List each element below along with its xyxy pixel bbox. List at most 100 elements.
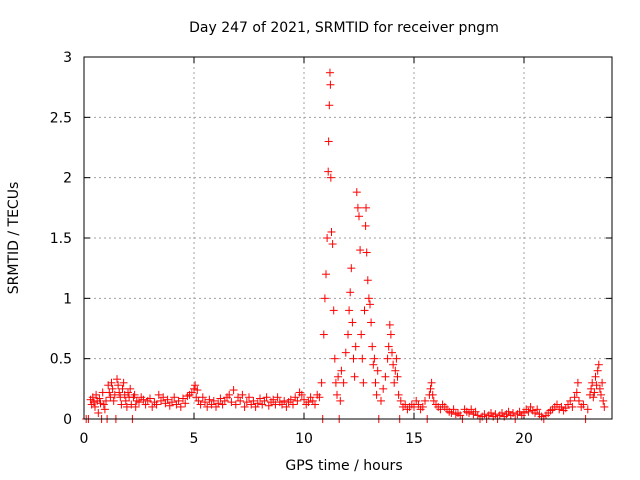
data-point xyxy=(364,294,373,303)
data-point xyxy=(572,388,581,397)
data-point xyxy=(339,378,348,387)
data-point xyxy=(139,395,148,404)
data-point xyxy=(350,372,359,381)
data-point xyxy=(229,386,238,395)
data-point xyxy=(366,300,374,309)
data-point xyxy=(205,395,214,404)
data-point xyxy=(319,330,328,339)
data-point xyxy=(370,354,379,363)
data-point xyxy=(394,390,403,399)
data-point xyxy=(345,306,354,315)
data-point xyxy=(116,393,125,402)
data-point xyxy=(368,342,377,351)
data-point xyxy=(238,390,247,399)
data-point xyxy=(300,395,308,404)
data-point xyxy=(100,405,109,414)
data-point xyxy=(591,372,600,381)
data-point xyxy=(583,405,592,414)
data-point xyxy=(242,398,251,407)
data-point xyxy=(322,270,330,279)
data-point xyxy=(214,399,223,408)
data-point xyxy=(352,188,361,197)
data-point xyxy=(465,408,473,417)
data-point xyxy=(360,306,369,315)
data-point xyxy=(196,400,205,409)
data-point xyxy=(315,393,324,402)
data-point xyxy=(553,400,561,409)
data-point xyxy=(391,366,400,375)
data-point xyxy=(273,393,282,402)
data-point xyxy=(592,381,601,390)
data-point xyxy=(152,400,161,409)
data-point xyxy=(357,330,366,339)
data-point xyxy=(317,378,326,387)
axis-ticks: 0 5 10 15 20 0 0.5 1 1.5 2 2.5 3 xyxy=(50,50,612,447)
data-point xyxy=(428,390,437,399)
plot-frame xyxy=(83,56,613,420)
data-point xyxy=(114,381,123,390)
data-point xyxy=(362,248,371,257)
data-point xyxy=(348,318,357,327)
data-point xyxy=(176,402,185,411)
data-point xyxy=(324,167,333,176)
data-point xyxy=(326,173,335,182)
chart-title: Day 247 of 2021, SRMTID for receiver png… xyxy=(189,20,499,36)
data-point xyxy=(351,342,360,351)
data-point xyxy=(337,366,346,375)
x-tick-label: 10 xyxy=(295,431,313,447)
data-point xyxy=(429,396,438,405)
data-point xyxy=(94,408,103,417)
data-point xyxy=(524,407,533,416)
data-point xyxy=(304,398,313,407)
data-point xyxy=(190,384,198,393)
y-tick-label: 2 xyxy=(63,171,72,187)
data-point xyxy=(594,360,603,369)
y-tick-label: 3 xyxy=(63,50,72,66)
y-tick-label: 1.5 xyxy=(50,231,72,247)
x-tick-label: 0 xyxy=(80,431,89,447)
data-point xyxy=(336,396,345,405)
data-point xyxy=(91,402,99,411)
data-point xyxy=(108,384,117,393)
data-point xyxy=(579,400,588,409)
y-tick-label: 0 xyxy=(63,412,72,428)
data-point xyxy=(269,395,278,404)
x-tick-label: 20 xyxy=(515,431,533,447)
data-point xyxy=(105,388,114,397)
data-point xyxy=(154,390,163,399)
y-tick-label: 0.5 xyxy=(50,352,72,368)
data-point xyxy=(568,402,577,411)
data-point xyxy=(119,378,128,387)
data-point xyxy=(225,390,234,399)
data-point xyxy=(381,372,390,381)
data-point xyxy=(286,395,295,404)
data-point xyxy=(509,408,517,417)
data-point xyxy=(573,378,582,387)
data-point xyxy=(148,402,157,411)
data-point xyxy=(570,393,579,402)
data-point xyxy=(122,402,131,411)
data-point xyxy=(329,306,338,315)
data-point xyxy=(593,366,602,375)
data-point xyxy=(392,354,401,363)
data-point xyxy=(121,396,130,405)
data-point xyxy=(353,203,362,212)
data-point xyxy=(388,348,396,357)
data-point xyxy=(253,399,262,408)
data-point xyxy=(323,234,332,242)
data-point xyxy=(92,390,101,399)
data-point xyxy=(282,402,291,411)
data-point xyxy=(599,396,608,405)
data-point xyxy=(347,264,356,273)
data-point xyxy=(331,378,340,387)
data-point xyxy=(193,386,202,395)
data-point xyxy=(384,342,393,351)
data-point xyxy=(127,400,136,409)
data-point xyxy=(126,384,135,393)
data-point xyxy=(587,384,596,393)
data-point xyxy=(589,393,598,402)
data-point xyxy=(262,393,271,402)
data-point xyxy=(174,396,183,405)
data-point xyxy=(227,398,236,407)
